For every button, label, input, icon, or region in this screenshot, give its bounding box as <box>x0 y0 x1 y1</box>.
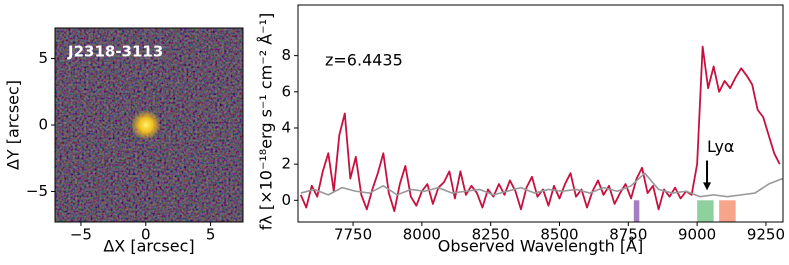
y-tick-label: 6 <box>281 82 291 100</box>
y-tick-label: 4 <box>281 118 291 136</box>
spectrum-line <box>299 45 781 213</box>
x-tick-label: 8500 <box>540 226 578 244</box>
y-axis-label: fλ [×10⁻¹⁸erg s⁻¹ cm⁻² Å⁻¹] <box>257 13 276 231</box>
redshift-label: z=6.4435 <box>325 51 403 70</box>
x-axis-label: ΔX [arcsec] <box>103 237 194 256</box>
x-tick-label: 9250 <box>747 226 785 244</box>
y-tick-label: 5 <box>38 49 48 67</box>
line-label: Lyα <box>707 137 734 156</box>
band <box>719 200 736 222</box>
axes-frame <box>54 27 244 223</box>
x-tick-label: 5 <box>206 226 216 244</box>
plot-area <box>299 45 783 222</box>
x-tick-label: 0 <box>141 226 151 244</box>
y-tick-label: 8 <box>281 46 291 64</box>
axes-frame <box>297 4 784 223</box>
object-name: J2318-3113 <box>67 43 163 61</box>
y-tick-label: 0 <box>281 191 291 209</box>
x-tick-label: 8250 <box>472 226 510 244</box>
band <box>697 200 714 222</box>
x-tick-label: 8000 <box>403 226 441 244</box>
y-axis-label: ΔY [arcsec] <box>4 80 23 170</box>
y-tick-label: −5 <box>26 182 48 200</box>
x-tick-label: 8750 <box>609 226 647 244</box>
arrow-head <box>703 182 712 191</box>
source <box>131 110 161 140</box>
band <box>633 200 640 222</box>
y-tick-label: 0 <box>38 116 48 134</box>
y-tick-label: 2 <box>281 155 291 173</box>
x-axis-label: Observed Wavelength [Å] <box>438 237 644 256</box>
x-tick-label: −5 <box>70 226 92 244</box>
x-tick-label: 7750 <box>334 226 372 244</box>
x-tick-label: 9000 <box>678 226 716 244</box>
spectrum-line <box>300 172 783 198</box>
